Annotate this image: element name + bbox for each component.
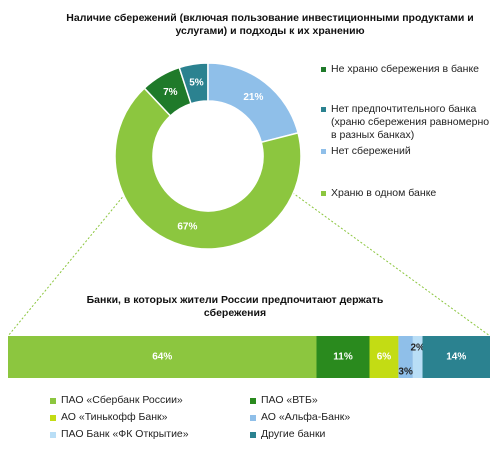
legend-label: ПАО Банк «ФК Открытие»	[61, 428, 189, 440]
legend-swatch	[250, 415, 256, 421]
bar-segment	[422, 336, 490, 378]
legend-label: АО «Альфа-Банк»	[261, 411, 351, 423]
legend-swatch	[321, 149, 326, 154]
legend-swatch	[250, 398, 256, 404]
legend-swatch	[321, 67, 326, 72]
bar-segment	[369, 336, 399, 378]
legend-label: Не храню сбережения в банке	[331, 63, 479, 75]
donut-title: Наличие сбережений (включая пользование …	[66, 12, 474, 37]
legend-swatch	[50, 398, 56, 404]
legend-label: ПАО «Сбербанк России»	[61, 394, 183, 406]
legend-label: Нет сбережений	[331, 145, 411, 157]
legend-swatch	[321, 191, 326, 196]
bar-segment	[412, 336, 423, 378]
legend-label: Храню в одном банке	[331, 187, 437, 199]
donut-slice	[114, 87, 302, 250]
legend-swatch	[250, 432, 256, 438]
bar-title: Банки, в которых жители России предпочит…	[86, 294, 384, 319]
bar-segment	[398, 336, 413, 378]
legend-label: Другие банки	[261, 428, 326, 440]
legend-label: ПАО «ВТБ»	[261, 394, 318, 406]
data-label: 11%	[333, 352, 353, 363]
data-label: 64%	[152, 352, 172, 363]
data-label: 7%	[163, 87, 178, 98]
legend-swatch	[50, 432, 56, 438]
data-label: 2%	[410, 343, 425, 354]
legend-label: Нет предпочтительного банка (храню сбере…	[331, 103, 490, 141]
bar-segment	[8, 336, 317, 378]
legend-swatch	[321, 107, 326, 112]
data-label: 21%	[243, 92, 263, 103]
legend-swatch	[50, 415, 56, 421]
data-label: 67%	[177, 222, 197, 233]
bar-segment	[316, 336, 370, 378]
data-label: 3%	[398, 367, 413, 378]
data-label: 6%	[377, 352, 392, 363]
legend-label: АО «Тинькофф Банк»	[61, 411, 168, 423]
data-label: 5%	[189, 78, 204, 89]
data-label: 14%	[446, 352, 466, 363]
